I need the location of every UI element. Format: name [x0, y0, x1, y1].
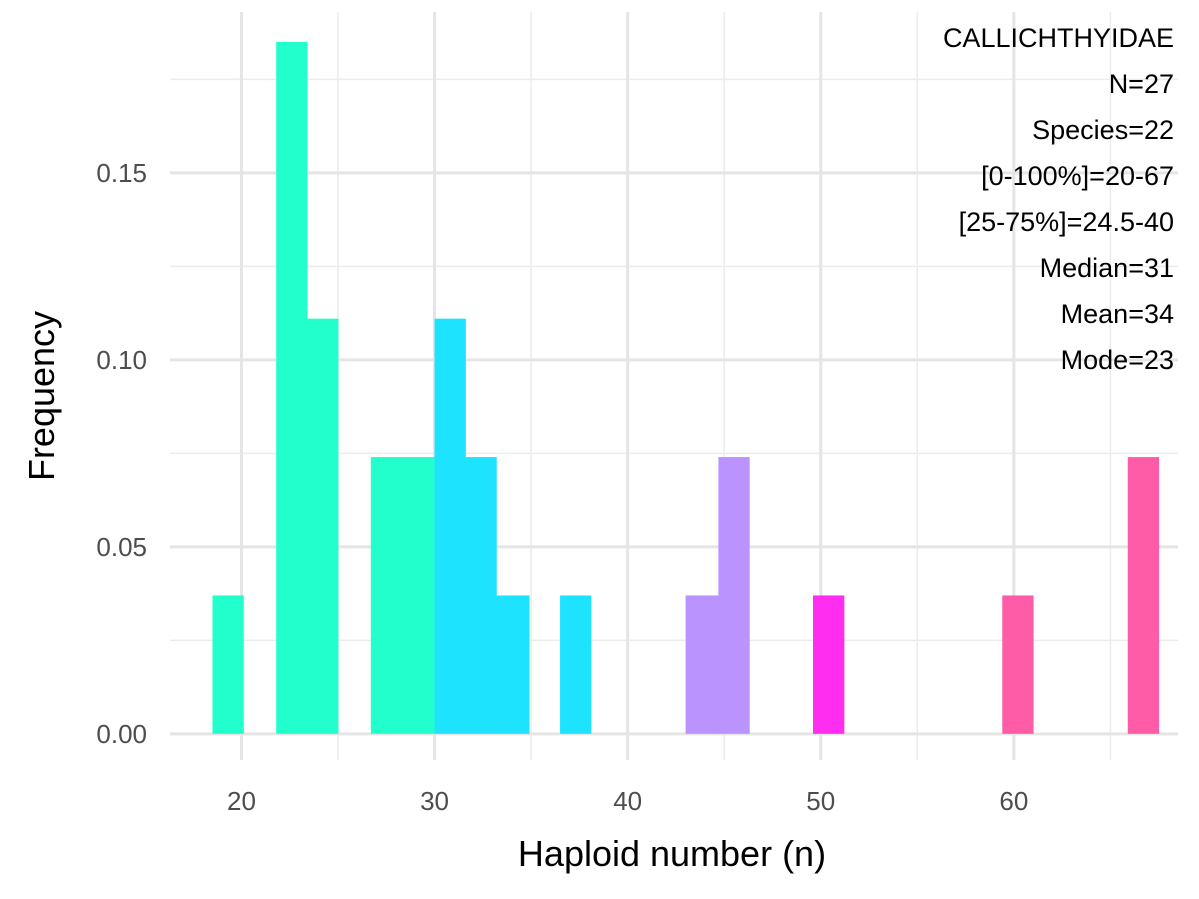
x-axis-title: Haploid number (n) — [518, 833, 826, 874]
histogram-bar — [685, 595, 719, 734]
histogram-bar — [1002, 595, 1034, 734]
annotation-line: Mean=34 — [1061, 299, 1174, 329]
y-axis-tick-labels: 0.00 0.05 0.10 0.15 — [96, 158, 147, 749]
annotation-line: N=27 — [1109, 69, 1174, 99]
histogram-bar — [813, 595, 845, 734]
x-tick-label: 60 — [999, 786, 1028, 816]
y-tick-label: 0.05 — [96, 532, 147, 562]
annotation-line: Species=22 — [1032, 115, 1174, 145]
histogram-bar — [276, 41, 308, 734]
annotation-line: [25-75%]=24.5-40 — [959, 207, 1174, 237]
y-tick-label: 0.00 — [96, 719, 147, 749]
histogram-bar — [718, 457, 750, 734]
x-tick-label: 20 — [227, 786, 256, 816]
histogram-bar — [307, 318, 339, 734]
histogram-bar — [465, 457, 497, 734]
annotation-line: Median=31 — [1040, 253, 1174, 283]
histogram-bar — [401, 457, 435, 734]
histogram-bar — [1127, 457, 1160, 734]
x-tick-label: 40 — [613, 786, 642, 816]
histogram-bar — [212, 595, 244, 734]
histogram-bar — [434, 318, 466, 734]
x-tick-label: 50 — [806, 786, 835, 816]
y-tick-label: 0.10 — [96, 345, 147, 375]
histogram-bars — [212, 41, 1160, 734]
summary-annotations: CALLICHTHYIDAE N=27 Species=22 [0-100%]=20-… — [943, 23, 1174, 375]
histogram-bar — [560, 595, 592, 734]
histogram-bar — [496, 595, 530, 734]
annotation-line: CALLICHTHYIDAE — [943, 23, 1174, 53]
annotation-line: [0-100%]=20-67 — [981, 161, 1174, 191]
annotation-line: Mode=23 — [1061, 345, 1174, 375]
histogram-bar — [370, 457, 403, 734]
y-axis-title: Frequency — [21, 311, 62, 481]
x-axis-tick-labels: 20 30 40 50 60 — [227, 786, 1028, 816]
y-tick-label: 0.15 — [96, 158, 147, 188]
x-tick-label: 30 — [420, 786, 449, 816]
